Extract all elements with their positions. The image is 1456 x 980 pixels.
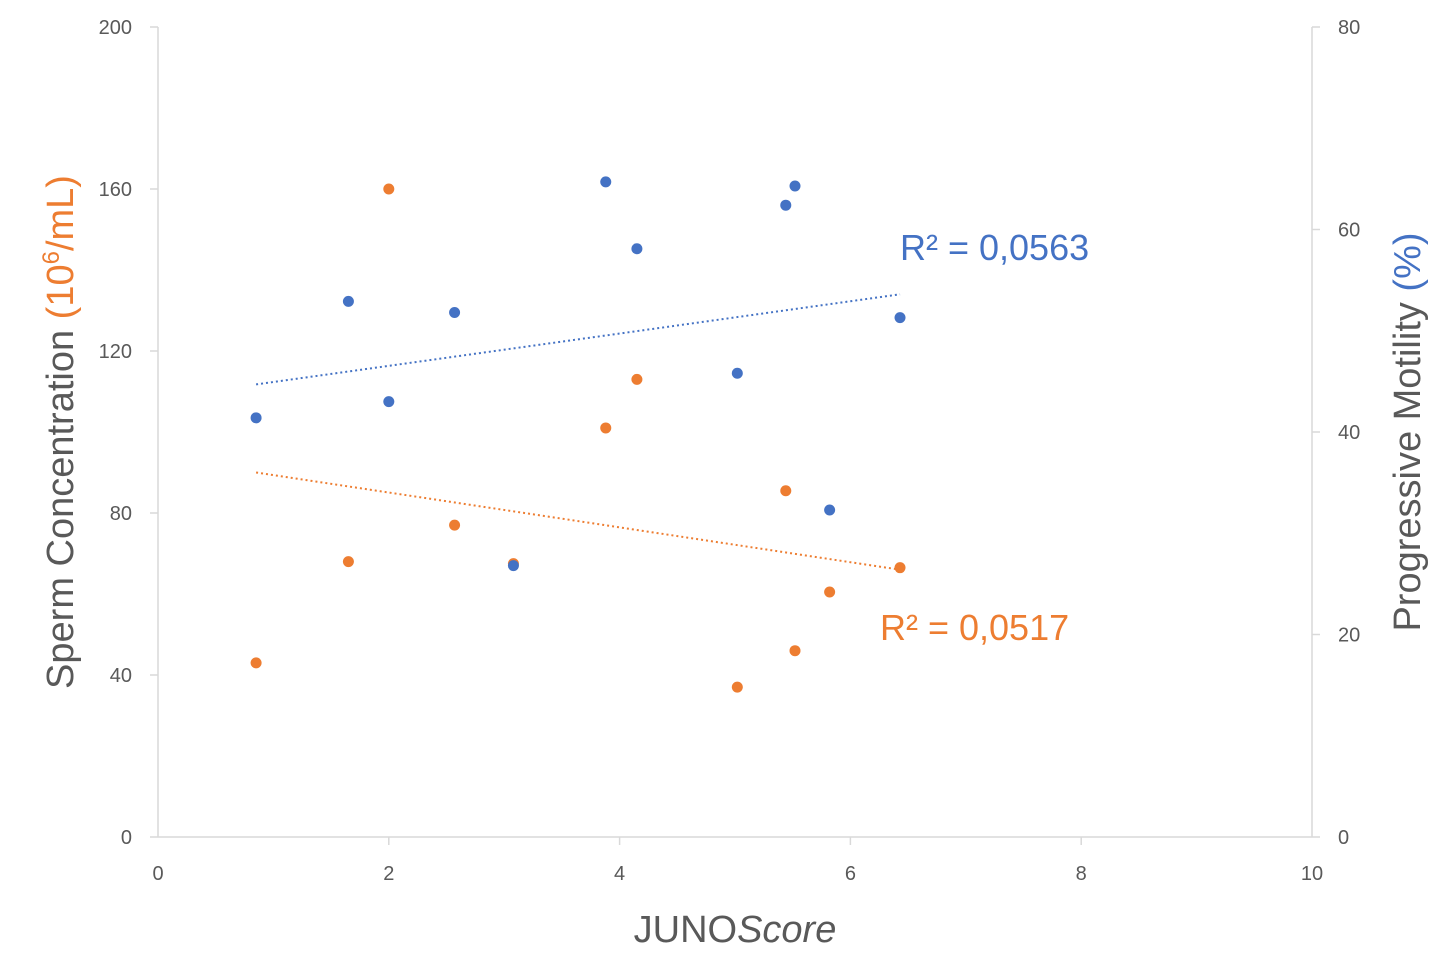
motility-point xyxy=(894,312,906,324)
motility-r2-label: R² = 0,0563 xyxy=(900,227,1089,268)
concentration-point xyxy=(342,556,354,568)
trendlines xyxy=(255,293,901,571)
concentration-point xyxy=(894,562,906,574)
r2-labels: R² = 0,0517 R² = 0,0563 xyxy=(880,227,1089,648)
concentration-point xyxy=(731,681,743,693)
x-axis-title: JUNOScore xyxy=(634,909,837,951)
motility-point xyxy=(789,180,801,192)
motility-point xyxy=(731,367,743,379)
motility-point xyxy=(383,396,395,408)
x-tick-label: 8 xyxy=(1076,863,1087,885)
motility-point xyxy=(342,295,354,307)
motility-point xyxy=(780,199,792,211)
motility-point xyxy=(507,560,519,572)
motility-trendline xyxy=(255,293,901,386)
x-tick-label: 6 xyxy=(845,863,856,885)
concentration-point xyxy=(600,422,612,434)
y-right-tick-label: 0 xyxy=(1338,827,1349,849)
concentration-point xyxy=(383,183,395,195)
y-right-tick-label: 60 xyxy=(1338,220,1360,242)
y-left-tick-label: 80 xyxy=(110,503,132,525)
x-tick-label: 2 xyxy=(383,863,394,885)
concentration-point xyxy=(780,485,792,497)
y-right-tick-label: 40 xyxy=(1338,422,1360,444)
y-left-tick-label: 40 xyxy=(110,665,132,687)
concentration-point xyxy=(631,373,643,385)
motility-point xyxy=(250,412,262,424)
motility-point xyxy=(600,176,612,188)
motility-point xyxy=(631,243,643,255)
concentration-point xyxy=(250,657,262,669)
y-left-tick-label: 160 xyxy=(99,179,132,201)
y-left-tick-label: 200 xyxy=(99,17,132,39)
x-tick-label: 0 xyxy=(152,863,163,885)
y-right-tick-label: 20 xyxy=(1338,625,1360,647)
motility-point xyxy=(824,504,836,516)
axes xyxy=(157,27,1313,838)
concentration-point xyxy=(824,586,836,598)
y-left-tick-label: 120 xyxy=(99,341,132,363)
y-left-tick-label: 0 xyxy=(121,827,132,849)
y-right-tick-label: 80 xyxy=(1338,17,1360,39)
concentration-r2-label: R² = 0,0517 xyxy=(880,607,1069,648)
concentration-point xyxy=(789,645,801,657)
y-axis-left-title: Sperm Concentration (106/mL) xyxy=(38,175,82,689)
y-axis-right-title: Progressive Motility (%) xyxy=(1387,232,1429,631)
x-tick-label: 4 xyxy=(614,863,625,885)
motility-point xyxy=(449,307,461,319)
tick-labels: 0 2 4 6 8 10 0 40 80 120 160 200 0 20 40 60 80 xyxy=(99,17,1361,885)
concentration-trendline xyxy=(255,471,901,571)
data-points xyxy=(250,176,906,693)
concentration-point xyxy=(449,519,461,531)
x-tick-label: 10 xyxy=(1301,863,1323,885)
